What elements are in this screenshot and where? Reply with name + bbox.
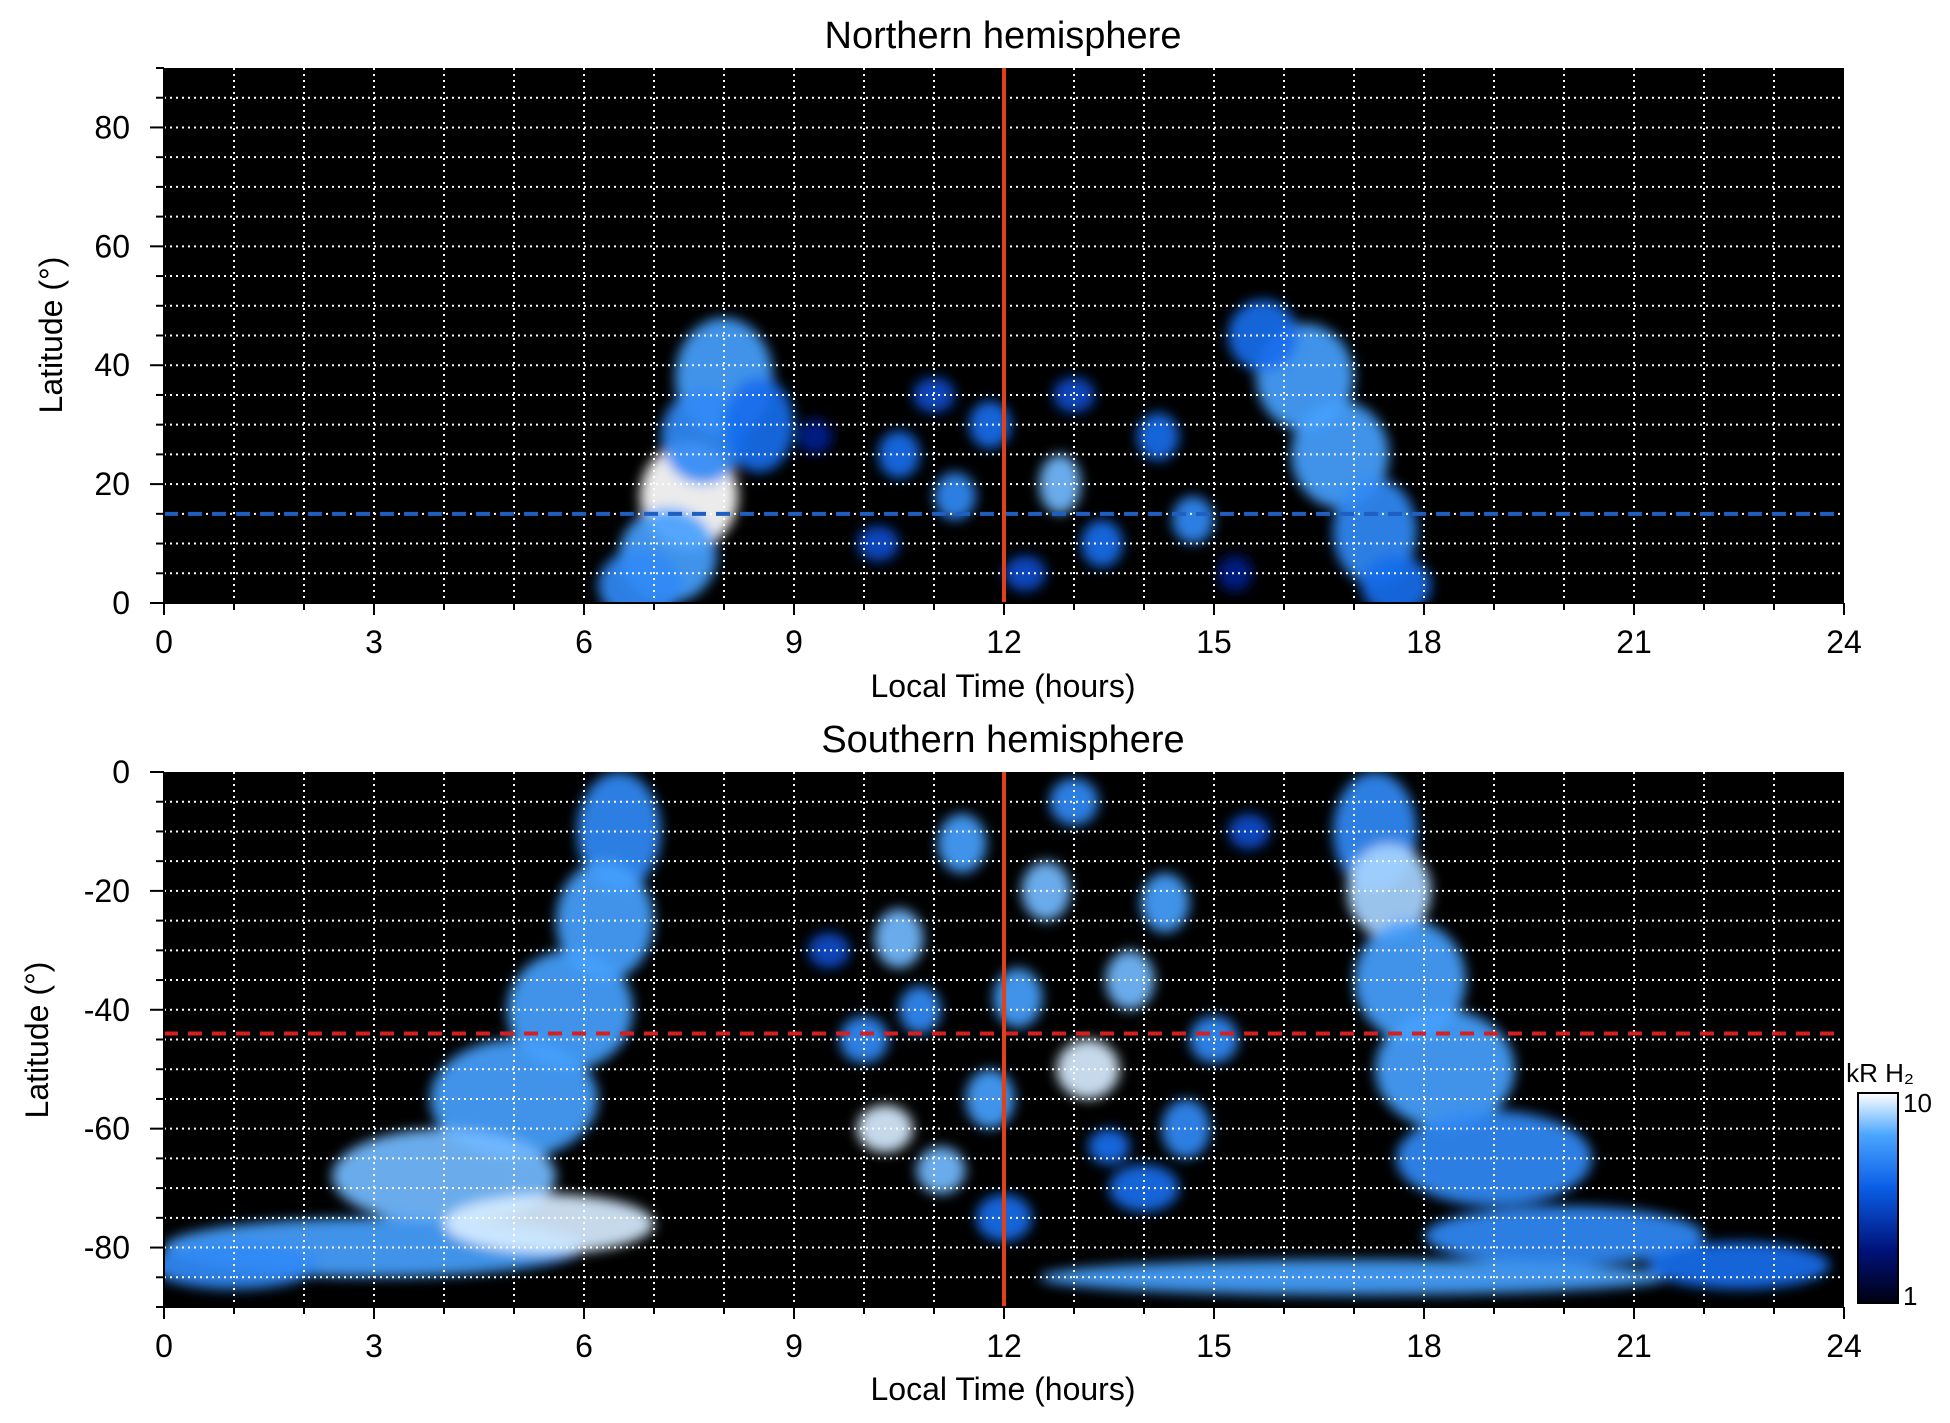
colorbar-label: kR H₂ bbox=[1846, 1058, 1914, 1088]
colorbar-gradient bbox=[1857, 1092, 1899, 1304]
chart-title: Southern hemisphere bbox=[821, 719, 1184, 761]
x-tick-label: 9 bbox=[785, 624, 803, 660]
intensity-blob bbox=[1217, 555, 1253, 592]
x-tick-label: 18 bbox=[1406, 1328, 1442, 1364]
reference-lines bbox=[164, 68, 1844, 603]
blob-group bbox=[598, 299, 1431, 603]
y-axis-label: Latitude (°) bbox=[33, 257, 69, 414]
intensity-blob bbox=[1053, 377, 1095, 413]
intensity-blob bbox=[969, 400, 1011, 449]
y-tick-label: 0 bbox=[112, 585, 130, 621]
x-tick-label: 18 bbox=[1406, 624, 1442, 660]
x-tick-label: 6 bbox=[575, 1328, 593, 1364]
y-tick-label: -20 bbox=[84, 873, 130, 909]
intensity-blob bbox=[1088, 1128, 1130, 1165]
intensity-blob bbox=[1140, 873, 1190, 933]
y-tick-label: 60 bbox=[94, 228, 130, 264]
y-tick-label: -60 bbox=[84, 1111, 130, 1147]
intensity-blob bbox=[661, 389, 745, 485]
x-tick-label: 3 bbox=[365, 624, 383, 660]
x-tick-label: 24 bbox=[1826, 1328, 1862, 1364]
intensity-blob bbox=[916, 1146, 966, 1195]
intensity-field bbox=[598, 299, 1431, 603]
x-tick-label: 21 bbox=[1616, 1328, 1652, 1364]
intensity-blob bbox=[797, 418, 833, 455]
colorbar: kR H₂ 10 1 bbox=[1846, 1058, 1932, 1311]
intensity-blob bbox=[1396, 1110, 1592, 1206]
intensity-blob bbox=[1361, 555, 1431, 603]
y-tick-label: -40 bbox=[84, 992, 130, 1028]
x-tick-label: 12 bbox=[986, 1328, 1022, 1364]
x-tick-label: 0 bbox=[155, 1328, 173, 1364]
chart-title: Northern hemisphere bbox=[825, 15, 1182, 57]
intensity-blob bbox=[965, 1069, 1015, 1129]
x-tick-label: 3 bbox=[365, 1328, 383, 1364]
intensity-blob bbox=[1137, 412, 1179, 461]
intensity-blob bbox=[993, 968, 1043, 1028]
intensity-blob bbox=[507, 950, 633, 1070]
colorbar-min-label: 1 bbox=[1903, 1281, 1917, 1311]
x-tick-label: 0 bbox=[155, 624, 173, 660]
y-tick-label: 40 bbox=[94, 347, 130, 383]
intensity-blob bbox=[1172, 496, 1214, 544]
colorbar-max-label: 10 bbox=[1903, 1088, 1932, 1118]
y-axis-label: Latitude (°) bbox=[19, 962, 55, 1119]
y-tick-label: -80 bbox=[84, 1230, 130, 1266]
intensity-blob bbox=[598, 549, 682, 603]
x-tick-label: 9 bbox=[785, 1328, 803, 1364]
x-tick-label: 15 bbox=[1196, 1328, 1232, 1364]
y-tick-label: 20 bbox=[94, 466, 130, 502]
intensity-blob bbox=[444, 1194, 654, 1254]
southern-hemisphere-panel: Southern hemisphere 0 3 6 9 12 15 18 21 24 0 -20 -4… bbox=[19, 719, 1862, 1407]
reference-lines bbox=[164, 772, 1844, 1307]
x-tick-label: 15 bbox=[1196, 624, 1232, 660]
x-axis-label: Local Time (hours) bbox=[871, 668, 1136, 704]
y-tick-label: 0 bbox=[112, 754, 130, 790]
x-tick-label: 6 bbox=[575, 624, 593, 660]
intensity-blob bbox=[839, 1015, 889, 1064]
intensity-blob bbox=[937, 813, 987, 874]
x-tick-label: 21 bbox=[1616, 624, 1652, 660]
axes: 0 3 6 9 12 15 18 21 24 0 -20 -40 -60 -80 bbox=[84, 754, 1862, 1364]
y-tick-label: 80 bbox=[94, 109, 130, 145]
x-tick-label: 24 bbox=[1826, 624, 1862, 660]
x-axis-label: Local Time (hours) bbox=[871, 1371, 1136, 1407]
northern-hemisphere-panel: Northern hemisphere 0 3 6 9 12 15 18 21 24 0 20 40 6… bbox=[33, 15, 1862, 704]
intensity-blob bbox=[1004, 555, 1046, 592]
intensity-blob bbox=[1049, 777, 1099, 826]
intensity-blob bbox=[1648, 1241, 1830, 1290]
intensity-blob bbox=[874, 908, 924, 969]
intensity-blob bbox=[556, 861, 654, 981]
axes: 0 3 6 9 12 15 18 21 24 0 20 40 60 80 bbox=[94, 67, 1862, 660]
intensity-blob bbox=[1228, 813, 1270, 850]
intensity-blob bbox=[808, 932, 850, 969]
intensity-blob bbox=[878, 430, 920, 479]
x-tick-label: 12 bbox=[986, 624, 1022, 660]
